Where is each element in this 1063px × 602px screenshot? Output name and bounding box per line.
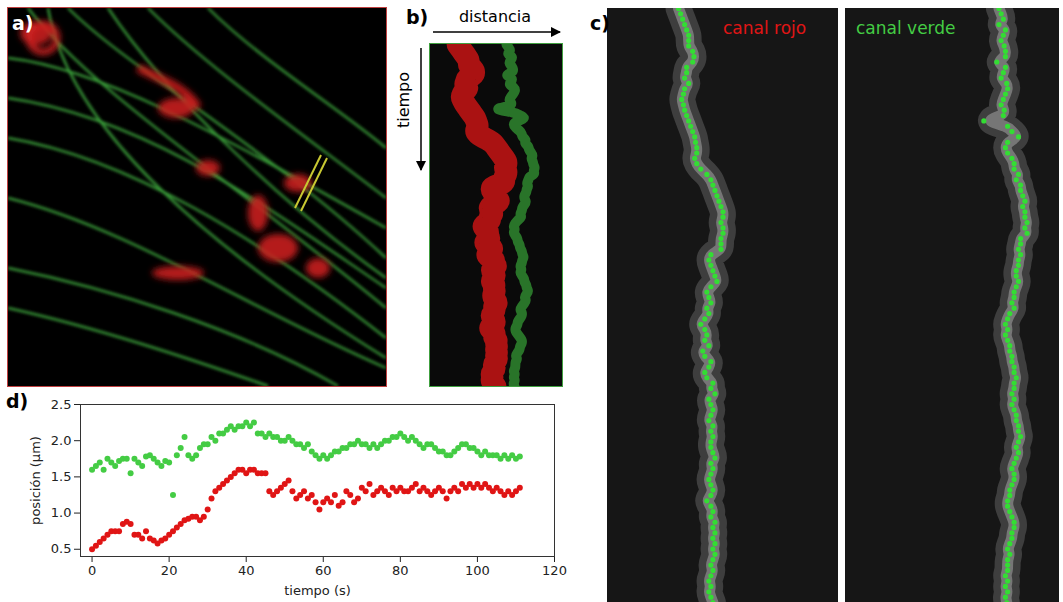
html-text:canal verde: canal verde [856, 18, 956, 38]
svg-text:distancia: distancia [459, 7, 531, 26]
svg-text:tiempo (s): tiempo (s) [284, 583, 351, 598]
html-text:c): c) [590, 12, 610, 34]
html-text:a): a) [12, 12, 34, 34]
html-text:b): b) [406, 6, 429, 28]
svg-text:2.5: 2.5 [51, 397, 72, 412]
svg-text:2.0: 2.0 [51, 433, 72, 448]
svg-text:80: 80 [392, 563, 409, 578]
svg-text:20: 20 [161, 563, 178, 578]
svg-text:1.0: 1.0 [51, 505, 72, 520]
svg-text:tiempo: tiempo [395, 72, 413, 128]
svg-text:0.5: 0.5 [51, 541, 72, 556]
html-text:d): d) [6, 390, 29, 412]
svg-text:120: 120 [542, 563, 567, 578]
html-text:canal rojo: canal rojo [723, 18, 807, 38]
svg-text:0: 0 [88, 563, 96, 578]
svg-text:1.5: 1.5 [51, 469, 72, 484]
svg-text:40: 40 [238, 563, 255, 578]
svg-text:posición (µm): posición (µm) [28, 436, 43, 525]
svg-text:60: 60 [315, 563, 332, 578]
svg-text:100: 100 [465, 563, 490, 578]
